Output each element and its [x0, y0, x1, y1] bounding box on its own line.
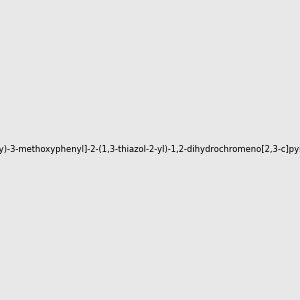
- Text: 1-[4-(benzyloxy)-3-methoxyphenyl]-2-(1,3-thiazol-2-yl)-1,2-dihydrochromeno[2,3-c: 1-[4-(benzyloxy)-3-methoxyphenyl]-2-(1,3…: [0, 146, 300, 154]
